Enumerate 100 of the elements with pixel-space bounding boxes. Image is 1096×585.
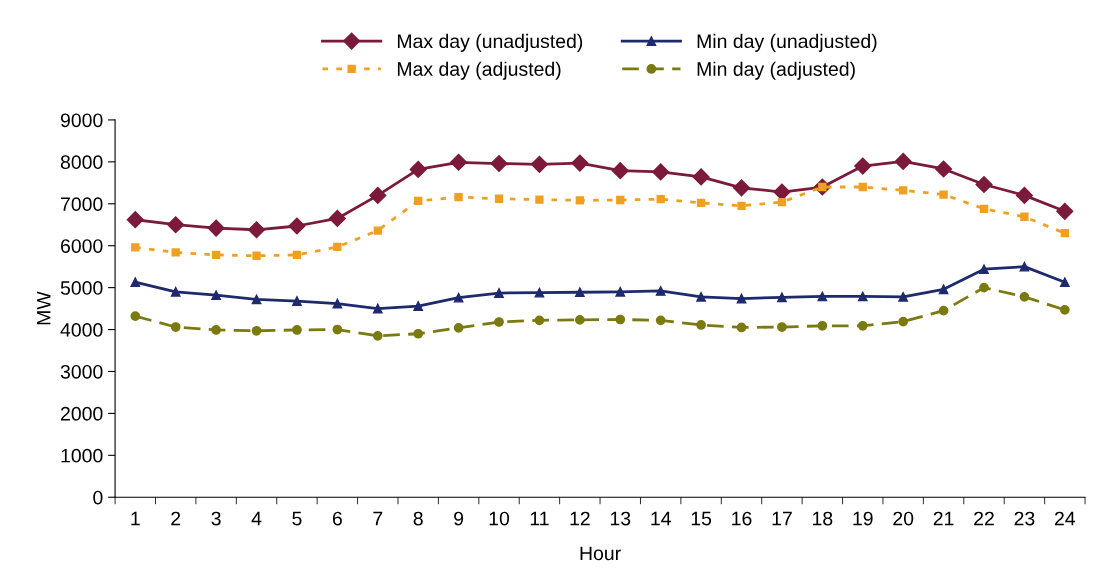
- x-tick-label: 20: [893, 511, 914, 526]
- y-tick-label: 4000: [60, 323, 103, 337]
- point: [534, 287, 545, 298]
- point: [692, 168, 710, 186]
- point: [899, 186, 908, 195]
- legend-label: Max day (unadjusted): [397, 33, 583, 52]
- point: [413, 328, 424, 339]
- y-tick-label: 1000: [61, 448, 103, 463]
- point: [898, 291, 909, 302]
- point: [938, 284, 949, 295]
- point: [126, 211, 144, 229]
- x-tick-label: 14: [651, 511, 671, 526]
- x-tick-label: 18: [813, 511, 833, 526]
- point: [207, 219, 225, 237]
- point: [858, 182, 867, 192]
- point: [817, 320, 828, 331]
- point: [332, 298, 343, 309]
- point: [414, 196, 423, 206]
- point: [615, 286, 626, 297]
- x-tick-label: 16: [732, 511, 752, 526]
- point: [737, 201, 746, 211]
- point: [696, 198, 706, 208]
- point: [333, 242, 342, 252]
- point: [534, 315, 545, 326]
- point: [167, 216, 185, 234]
- point: [736, 293, 747, 304]
- legend-label: Min day (unadjusted): [697, 33, 877, 52]
- point: [494, 288, 504, 298]
- point: [616, 195, 625, 205]
- x-tick-label: 10: [489, 511, 510, 526]
- x-tick-label: 21: [933, 511, 954, 526]
- y-axis-title: MW: [37, 291, 51, 325]
- legend-label: Max day (adjusted): [397, 61, 561, 80]
- point: [535, 195, 544, 204]
- x-axis-title: Hour: [580, 546, 621, 561]
- point: [453, 292, 464, 303]
- point: [372, 303, 383, 314]
- point: [453, 323, 464, 333]
- point: [450, 153, 468, 171]
- x-tick-label: 23: [1014, 511, 1035, 526]
- y-tick-label: 8000: [60, 155, 103, 170]
- x-tick-label: 15: [691, 511, 712, 526]
- point: [857, 291, 868, 302]
- point: [170, 286, 181, 297]
- point: [857, 320, 868, 331]
- point: [251, 325, 262, 336]
- y-tick-label: 9000: [60, 113, 103, 128]
- point: [292, 325, 302, 335]
- point: [130, 277, 141, 288]
- point: [732, 179, 751, 197]
- x-tick-label: 12: [570, 511, 590, 526]
- legend-label: Min day (adjusted): [697, 61, 855, 80]
- x-tick-label: 11: [530, 511, 549, 526]
- point: [171, 248, 180, 257]
- point: [328, 209, 346, 228]
- point: [292, 296, 302, 306]
- point: [777, 292, 787, 303]
- point: [979, 204, 989, 213]
- point: [574, 287, 585, 298]
- y-tick-label: 0: [93, 490, 103, 505]
- x-tick-label: 13: [610, 511, 631, 526]
- point: [611, 162, 629, 180]
- point: [247, 221, 266, 239]
- x-tick-label: 1: [131, 511, 140, 526]
- y-tick-label: 6000: [61, 239, 103, 253]
- point: [656, 194, 665, 204]
- point: [292, 250, 302, 260]
- point: [777, 197, 787, 207]
- point: [1060, 228, 1069, 238]
- point: [615, 314, 626, 325]
- x-tick-label: 24: [1055, 511, 1076, 526]
- x-tick-label: 19: [853, 511, 873, 526]
- point: [1020, 212, 1029, 221]
- point: [490, 154, 508, 173]
- point: [494, 317, 504, 327]
- point: [898, 316, 909, 327]
- point: [975, 175, 993, 194]
- point: [655, 315, 666, 326]
- x-tick-label: 5: [292, 511, 302, 526]
- point: [655, 286, 666, 296]
- y-tick-label: 5000: [60, 281, 103, 295]
- point: [1059, 277, 1070, 288]
- point: [530, 155, 548, 173]
- point: [817, 291, 828, 302]
- point: [252, 251, 261, 260]
- point: [979, 282, 989, 293]
- x-tick-label: 22: [974, 511, 994, 526]
- point: [652, 163, 670, 181]
- point: [979, 264, 989, 275]
- point: [211, 325, 221, 335]
- point: [696, 291, 706, 302]
- point: [413, 301, 424, 311]
- point: [332, 324, 343, 335]
- point: [854, 157, 872, 175]
- point: [288, 217, 306, 235]
- point: [211, 290, 221, 301]
- point: [1056, 202, 1074, 220]
- x-tick-label: 6: [332, 511, 342, 526]
- x-tick-label: 17: [772, 511, 792, 526]
- point: [409, 160, 427, 178]
